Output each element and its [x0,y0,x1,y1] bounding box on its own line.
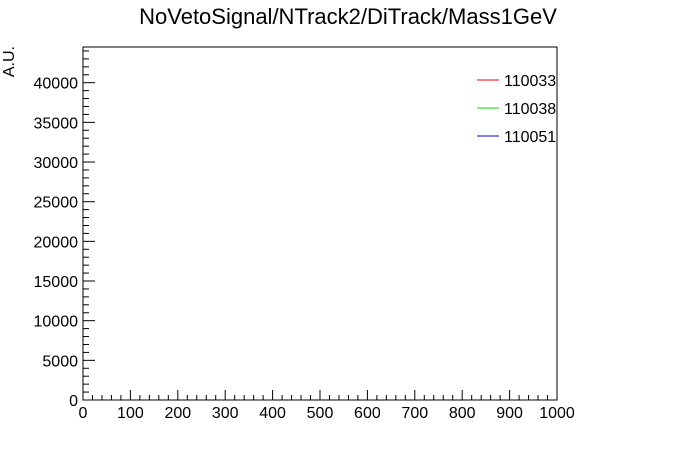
x-tick-label: 300 [212,405,239,422]
y-tick-label: 10000 [34,314,79,331]
y-tick-label: 15000 [34,274,79,291]
legend: 110033 110038 110051 [477,73,556,146]
y-tick-label: 0 [69,393,78,410]
y-tick-label: 40000 [34,76,79,93]
x-tick-label: 700 [401,405,428,422]
x-tick-label: 600 [354,405,381,422]
y-tick-label: 20000 [34,234,79,251]
x-tick-label: 1000 [539,405,575,422]
x-tick-label: 400 [259,405,286,422]
y-axis-ticks [83,50,95,401]
y-tick-label: 30000 [34,155,79,172]
chart-title: NoVetoSignal/NTrack2/DiTrack/Mass1GeV [139,4,557,29]
legend-label: 110038 [504,101,556,118]
y-tick-label: 35000 [34,115,79,132]
x-tick-label: 800 [449,405,476,422]
x-axis-ticks [82,390,558,400]
x-tick-label: 100 [117,405,144,422]
y-axis-label: A.U. [1,46,18,77]
legend-label: 110033 [504,73,556,90]
x-tick-label: 0 [79,405,88,422]
x-tick-label: 900 [496,405,523,422]
x-tick-label: 200 [164,405,191,422]
x-axis-tick-labels: 0 100 200 300 400 500 600 700 800 900 1000 [79,405,575,422]
legend-label: 110051 [504,129,556,146]
plot-frame [82,46,558,401]
x-tick-label: 500 [307,405,334,422]
y-tick-label: 25000 [34,195,79,212]
y-tick-label: 5000 [42,353,78,370]
y-axis-tick-labels: 0 5000 10000 15000 20000 25000 30000 35000 40000 [34,76,79,410]
